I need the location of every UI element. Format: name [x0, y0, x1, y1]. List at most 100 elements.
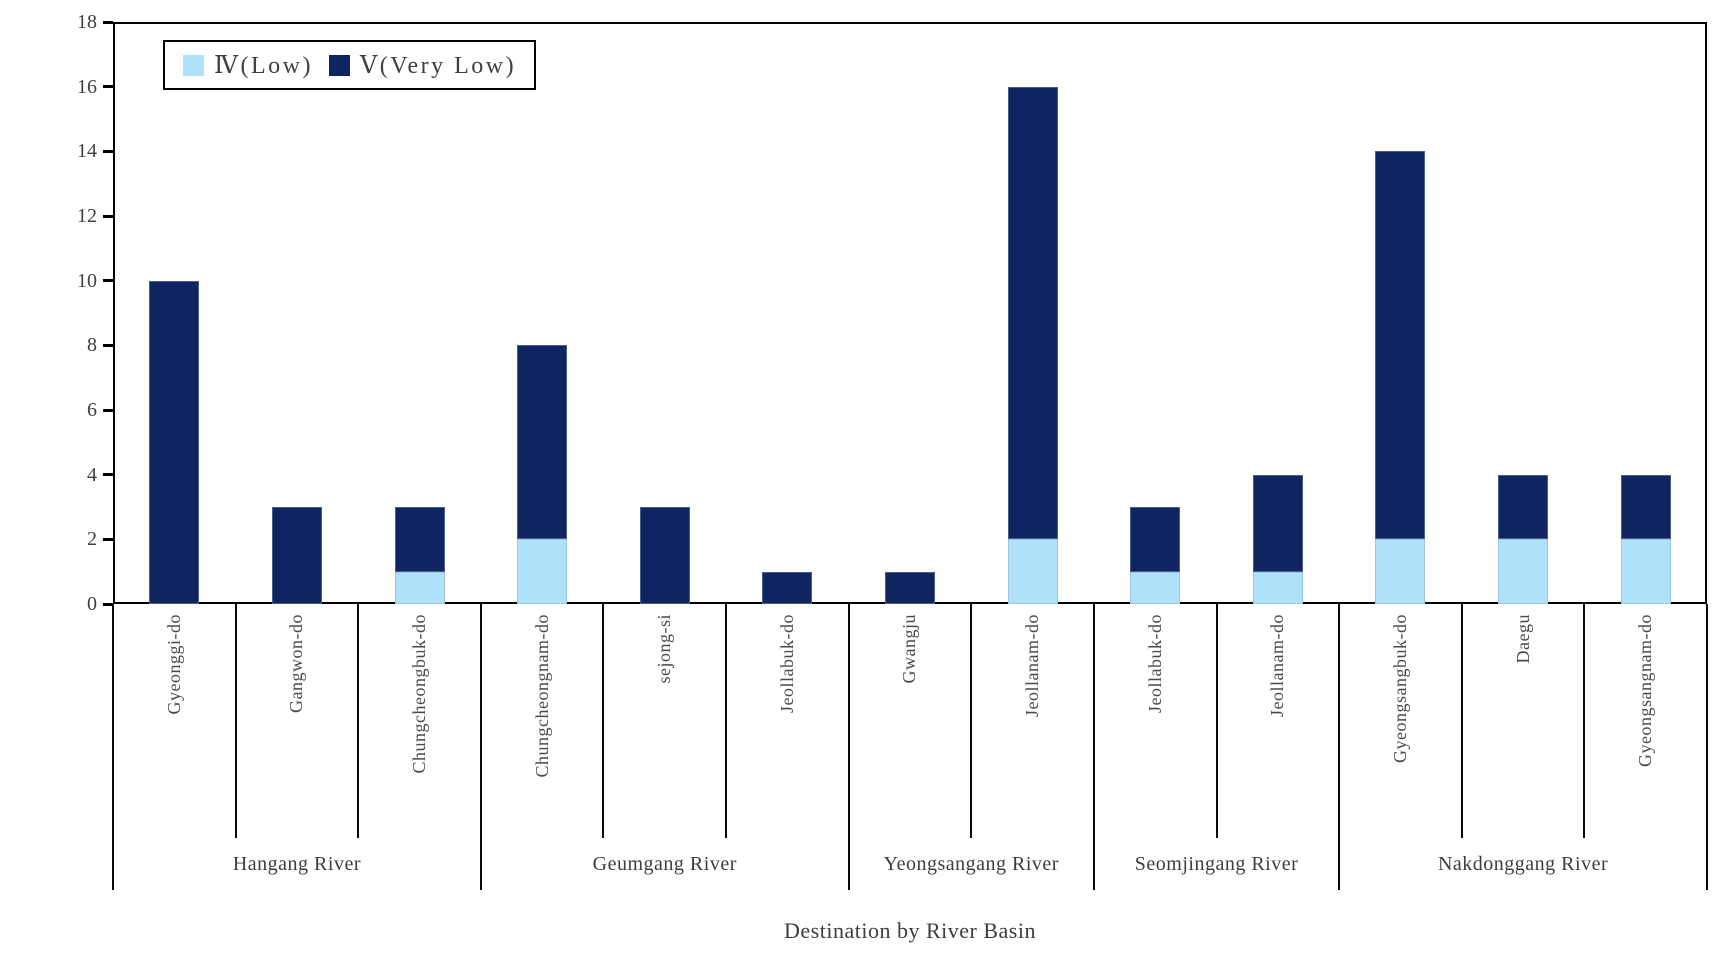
bar-segment-v-very-low: [149, 280, 200, 604]
category-label: Gyeonggi-do: [163, 614, 184, 715]
y-tick-mark: [103, 408, 113, 412]
category-label: Jeollanam-do: [1267, 614, 1288, 717]
y-tick-label: 10: [77, 269, 97, 292]
y-tick-label: 14: [77, 140, 97, 163]
group-separator-line: [1092, 838, 1095, 890]
bar-jeollabuk-do: [1130, 507, 1181, 604]
bar-segment-v-very-low: [1375, 151, 1426, 540]
legend-label: Ⅳ(Low): [214, 52, 313, 79]
group-label-nakdonggang-river: Nakdonggang River: [1437, 852, 1609, 875]
x-axis-title: Destination by River Basin: [784, 918, 1036, 943]
y-tick-label: 6: [87, 399, 97, 421]
group-label-hangang-river: Hangang River: [232, 852, 361, 875]
bar-segment-v-very-low: [517, 345, 568, 540]
bar-segment-iv-low: [394, 571, 445, 604]
bar-gyeonggi-do: [149, 280, 200, 604]
group-label-yeongsangang-river: Yeongsangang River: [883, 852, 1059, 875]
legend-item-iv-low: Ⅳ(Low): [183, 51, 313, 80]
category-label-cell: sejong-si: [603, 604, 726, 838]
y-tick-mark: [103, 602, 113, 606]
bar-gyeongsangbuk-do: [1375, 151, 1426, 604]
bar-segment-iv-low: [1130, 571, 1181, 604]
bar-chungcheongbuk-do: [394, 507, 445, 604]
group-separator-line: [479, 838, 482, 890]
category-label: Jeollabuk-do: [776, 614, 797, 713]
category-label: Gwangju: [899, 614, 920, 684]
legend-swatch-v-very-low: [328, 54, 350, 76]
category-label-cell: Gyeonggi-do: [113, 604, 236, 838]
bar-segment-iv-low: [1620, 539, 1671, 604]
group-label-seomjingang-river: Seomjingang River: [1134, 852, 1299, 875]
category-separator-line: [1460, 604, 1463, 838]
bar-gwangju: [885, 571, 935, 604]
category-separator-line: [1706, 604, 1708, 838]
bar-gangwon-do: [271, 507, 322, 604]
bar-segment-v-very-low: [885, 571, 935, 604]
legend-box: Ⅳ(Low) Ⅴ(Very Low): [163, 40, 537, 90]
y-tick-label: 4: [87, 463, 97, 486]
bar-segment-iv-low: [1375, 539, 1426, 604]
y-tick-mark: [103, 537, 113, 541]
category-label: Jeollanam-do: [1022, 614, 1043, 717]
category-label-cell: Jeollanam-do: [971, 604, 1094, 838]
group-separator-line: [1706, 838, 1708, 890]
bar-segment-iv-low: [1498, 539, 1549, 604]
group-separator-line: [112, 838, 114, 890]
bar-jeollanam-do: [1252, 474, 1303, 604]
category-label-cell: Gyeongsangnam-do: [1584, 604, 1707, 838]
bar-segment-v-very-low: [1007, 86, 1058, 540]
category-label-cell: Gangwon-do: [236, 604, 359, 838]
category-label-cell: Gwangju: [849, 604, 972, 838]
bar-segment-v-very-low: [1620, 474, 1671, 540]
bar-daegu: [1498, 474, 1549, 604]
category-label-cell: Jeollabuk-do: [726, 604, 849, 838]
category-separator-line: [1583, 604, 1586, 838]
y-tick-mark: [103, 20, 113, 24]
y-tick-mark: [103, 343, 113, 347]
category-separator-line: [725, 604, 728, 838]
bar-segment-iv-low: [1007, 539, 1058, 604]
category-separator-line: [1215, 604, 1218, 838]
category-label: Gyeongsangnam-do: [1635, 614, 1656, 767]
category-label-cell: Gyeongsangbuk-do: [1339, 604, 1462, 838]
group-separator-line: [847, 838, 850, 890]
category-label: Chungcheongnam-do: [531, 614, 552, 778]
category-label: Jeollabuk-do: [1144, 614, 1165, 713]
bar-segment-v-very-low: [1498, 474, 1549, 540]
y-tick-label: 8: [87, 334, 97, 357]
category-label-cell: Daegu: [1462, 604, 1585, 838]
bar-segment-v-very-low: [1130, 507, 1181, 572]
legend-item-v-very-low: Ⅴ(Very Low): [328, 51, 517, 80]
y-tick-label: 2: [87, 528, 97, 551]
category-separator-line: [970, 604, 973, 838]
bar-segment-v-very-low: [639, 507, 690, 604]
category-label-cell: Jeollabuk-do: [1094, 604, 1217, 838]
category-separator-line: [112, 604, 114, 838]
bar-gyeongsangnam-do: [1620, 474, 1671, 604]
bar-segment-v-very-low: [762, 571, 813, 604]
y-tick-label: 18: [77, 11, 97, 33]
legend-label: Ⅴ(Very Low): [359, 52, 517, 79]
category-label: sejong-si: [654, 614, 675, 684]
plot-area: [113, 22, 1707, 604]
y-tick-label: 12: [77, 205, 97, 227]
category-label-cell: Chungcheongnam-do: [481, 604, 604, 838]
category-separator-line: [357, 604, 360, 838]
bar-segment-v-very-low: [271, 507, 322, 604]
category-separator-line: [234, 604, 237, 838]
y-tick-mark: [103, 473, 113, 477]
bar-jeollanam-do: [1007, 86, 1058, 604]
category-separator-line: [479, 604, 482, 838]
y-tick-mark: [103, 214, 113, 218]
bar-segment-v-very-low: [394, 507, 445, 572]
bar-segment-iv-low: [517, 539, 568, 604]
legend-swatch-iv-low: [183, 54, 204, 76]
y-tick-label: 0: [87, 593, 97, 615]
category-label: Gyeongsangbuk-do: [1389, 614, 1410, 763]
y-tick-mark: [103, 149, 113, 153]
bar-jeollabuk-do: [762, 571, 813, 604]
bar-segment-iv-low: [1252, 571, 1303, 604]
category-separator-line: [1338, 604, 1341, 838]
bar-sejong-si: [639, 507, 690, 604]
